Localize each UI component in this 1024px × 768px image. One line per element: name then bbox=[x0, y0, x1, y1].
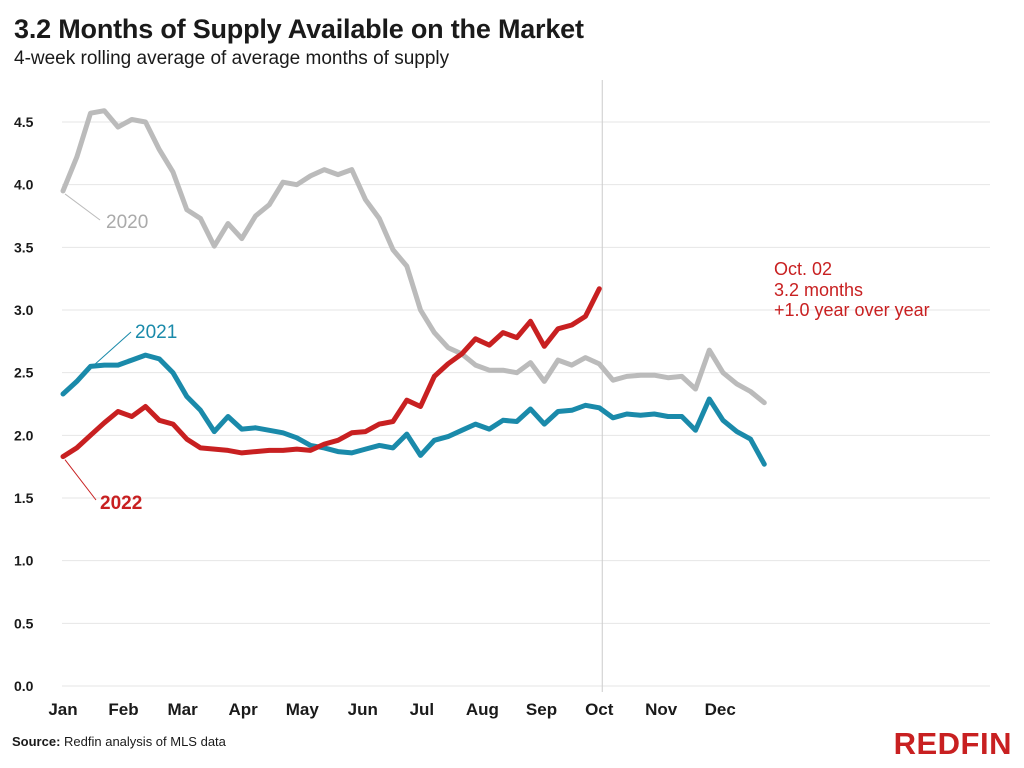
y-tick-label: 0.5 bbox=[14, 615, 34, 631]
y-tick-label: 0.0 bbox=[14, 678, 34, 694]
annotations: 2020 2021 2022 Oct. 02 3.2 months +1.0 y… bbox=[64, 193, 930, 514]
source-note: Source: Redfin analysis of MLS data bbox=[12, 734, 226, 749]
x-tick-label: Jul bbox=[410, 700, 435, 719]
x-axis-tick-labels: Jan Feb Mar Apr May Jun Jul Aug Sep Oct Nov Dec bbox=[48, 700, 735, 719]
x-tick-label: May bbox=[286, 700, 320, 719]
x-tick-label: Oct bbox=[585, 700, 614, 719]
series-line-2020 bbox=[60, 108, 767, 406]
y-tick-label: 3.0 bbox=[14, 302, 34, 318]
series-label-2020: 2020 bbox=[106, 212, 148, 233]
x-tick-label: Dec bbox=[705, 700, 736, 719]
x-tick-label: Apr bbox=[228, 700, 258, 719]
grid-lines bbox=[62, 121, 990, 687]
y-tick-label: 1.5 bbox=[14, 490, 34, 506]
y-tick-label: 3.5 bbox=[14, 239, 34, 255]
callout-value: 3.2 months bbox=[774, 280, 863, 300]
x-tick-label: Aug bbox=[466, 700, 499, 719]
series-label-2022: 2022 bbox=[100, 493, 142, 514]
series-label-2021: 2021 bbox=[135, 322, 177, 343]
x-tick-label: Nov bbox=[645, 700, 678, 719]
y-tick-label: 2.5 bbox=[14, 365, 34, 381]
y-tick-label: 1.0 bbox=[14, 553, 34, 569]
callout-date: Oct. 02 bbox=[774, 259, 832, 279]
x-tick-label: Jun bbox=[348, 700, 378, 719]
x-tick-label: Jan bbox=[48, 700, 77, 719]
source-label: Source: bbox=[12, 734, 61, 749]
y-tick-label: 2.0 bbox=[14, 427, 34, 443]
chart-subtitle: 4-week rolling average of average months… bbox=[14, 48, 450, 69]
x-tick-label: Mar bbox=[168, 700, 199, 719]
y-tick-label: 4.0 bbox=[14, 177, 34, 193]
label-connector-2022 bbox=[64, 459, 97, 501]
series-line-2021 bbox=[60, 352, 767, 467]
redfin-logo: REDFIN bbox=[893, 726, 1012, 761]
x-tick-label: Sep bbox=[526, 700, 557, 719]
y-axis-tick-labels: 0.0 0.5 1.0 1.5 2.0 2.5 3.0 3.5 4.0 4.5 bbox=[14, 114, 34, 694]
label-connector-2020 bbox=[64, 193, 101, 221]
x-tick-label: Feb bbox=[108, 700, 138, 719]
label-connector-2021 bbox=[64, 331, 132, 392]
chart-title: 3.2 Months of Supply Available on the Ma… bbox=[14, 14, 584, 44]
series-line-2022 bbox=[60, 286, 602, 460]
source-text: Redfin analysis of MLS data bbox=[64, 734, 226, 749]
callout-change: +1.0 year over year bbox=[774, 300, 930, 320]
series-lines bbox=[60, 108, 767, 467]
y-tick-label: 4.5 bbox=[14, 114, 34, 130]
